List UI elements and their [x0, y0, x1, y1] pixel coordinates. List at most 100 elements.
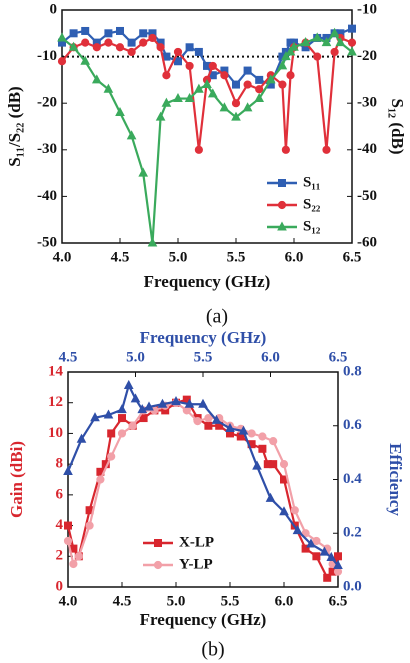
x-axis-label: Frequency (GHz) — [140, 610, 267, 629]
x-tick-label: 4.0 — [53, 249, 72, 265]
marker-triangle — [281, 51, 291, 61]
marker-triangle — [91, 74, 102, 84]
marker-circle — [243, 80, 252, 89]
marker-triangle — [130, 393, 141, 403]
marker-circle — [279, 460, 289, 469]
marker-triangle — [57, 32, 67, 42]
x-tick-label: 6.0 — [285, 249, 304, 265]
marker-triangle — [184, 398, 195, 408]
marker-triangle — [347, 46, 357, 56]
series-line — [66, 398, 340, 580]
marker-circle — [281, 145, 290, 154]
marker-triangle — [117, 404, 127, 414]
marker-square — [255, 75, 264, 84]
x-tick-label: 6.5 — [329, 593, 348, 609]
marker-triangle — [194, 83, 204, 93]
marker-square — [312, 552, 321, 561]
marker-circle — [247, 429, 256, 438]
marker-circle — [220, 71, 229, 80]
marker-triangle — [63, 465, 73, 475]
y-tick-label: -50 — [37, 234, 57, 250]
marker-triangle — [103, 83, 114, 93]
marker-triangle — [211, 414, 222, 424]
y2-tick-label: 0.8 — [343, 363, 362, 379]
marker-triangle — [90, 412, 100, 422]
marker-triangle — [285, 46, 296, 56]
legend-label: Y-LP — [179, 556, 213, 572]
y-tick-label: 0 — [56, 578, 64, 594]
y-tick-label: -10 — [37, 48, 57, 64]
marker-triangle — [300, 37, 311, 47]
y2-tick-label: -50 — [357, 188, 377, 204]
marker-square — [127, 38, 136, 47]
legend-label: S₁₂ — [303, 218, 321, 234]
marker-square — [243, 66, 252, 75]
marker-triangle — [157, 398, 168, 408]
marker-triangle — [171, 396, 181, 406]
marker-triangle — [277, 60, 288, 70]
marker-triangle — [306, 538, 316, 548]
y-tick-label: 0 — [50, 1, 58, 17]
y-tick-label: -20 — [37, 95, 57, 111]
marker-circle — [115, 43, 125, 52]
marker-circle — [290, 506, 299, 515]
series-line — [61, 36, 353, 150]
marker-triangle — [231, 111, 241, 121]
caption: (a) — [206, 306, 228, 328]
marker-triangle — [252, 460, 262, 470]
x-tick-label: 5.0 — [167, 593, 186, 609]
marker-circle — [269, 437, 278, 446]
y2-tick-label: 0.2 — [343, 525, 362, 541]
x-tick-label: 5.5 — [227, 249, 246, 265]
x2-tick-label: 6.5 — [329, 349, 348, 365]
x2-axis-label: Frequency (GHz) — [140, 328, 267, 347]
marker-square — [64, 521, 72, 530]
plot-frame — [61, 9, 353, 244]
x-tick-label: 4.5 — [111, 249, 130, 265]
marker-triangle — [115, 106, 125, 117]
marker-circle — [231, 99, 241, 108]
marker-circle — [69, 559, 78, 569]
legend-marker — [278, 179, 286, 187]
marker-triangle — [80, 55, 91, 65]
marker-circle — [85, 521, 94, 530]
marker-circle — [57, 57, 67, 66]
marker-circle — [148, 33, 157, 43]
marker-square — [116, 26, 124, 35]
y2-axis-label: Efficiency — [386, 443, 405, 516]
marker-square — [258, 444, 267, 453]
marker-triangle — [225, 422, 235, 432]
marker-circle — [104, 38, 113, 47]
y-tick-label: 6 — [56, 486, 64, 502]
marker-circle — [162, 71, 171, 80]
marker-triangle — [173, 92, 183, 103]
marker-triangle — [123, 379, 134, 389]
marker-square — [81, 26, 90, 35]
marker-triangle — [198, 398, 208, 408]
x-tick-label: 5.0 — [169, 249, 188, 265]
legend-label: X-LP — [179, 534, 214, 550]
marker-circle — [286, 71, 295, 80]
y2-tick-label: -30 — [357, 95, 377, 111]
marker-triangle — [335, 37, 346, 47]
y-tick-label: 12 — [48, 394, 63, 410]
marker-circle — [156, 43, 165, 52]
caption: (b) — [201, 639, 224, 661]
legend-marker — [277, 221, 287, 231]
marker-triangle — [147, 237, 158, 247]
marker-circle — [313, 52, 322, 61]
marker-triangle — [242, 102, 253, 112]
marker-triangle — [207, 88, 218, 98]
marker-circle — [255, 85, 264, 94]
marker-triangle — [144, 401, 154, 411]
marker-circle — [330, 47, 339, 57]
marker-square — [104, 29, 113, 38]
marker-triangle — [254, 92, 265, 103]
y2-tick-label: -60 — [357, 234, 377, 250]
marker-triangle — [138, 167, 149, 177]
y2-tick-label: -20 — [357, 48, 377, 64]
marker-triangle — [137, 404, 148, 414]
marker-triangle — [312, 32, 323, 42]
marker-circle — [312, 536, 321, 546]
